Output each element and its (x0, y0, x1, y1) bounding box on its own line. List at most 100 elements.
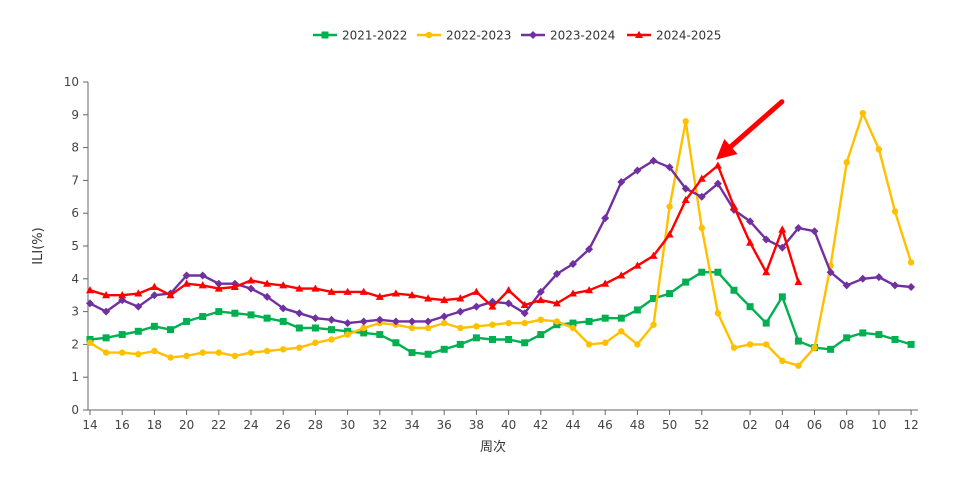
data-point (86, 335, 94, 343)
data-point (602, 339, 609, 346)
y-tick-label: 10 (64, 75, 79, 89)
data-point (408, 324, 416, 332)
data-point (343, 287, 352, 295)
y-tick-label: 7 (71, 173, 79, 187)
data-point (263, 292, 272, 301)
data-point (167, 326, 174, 334)
x-tick-label: 10 (871, 418, 886, 432)
data-point (456, 294, 465, 302)
data-point (569, 260, 577, 269)
x-tick-label: 30 (340, 418, 355, 432)
series-line (89, 271, 912, 356)
x-tick-label: 04 (775, 418, 790, 432)
x-tick-label: 40 (501, 418, 516, 432)
legend-item[interactable]: 2024-2025 (627, 29, 721, 43)
x-tick-label: 44 (565, 418, 580, 432)
series-line (89, 112, 913, 367)
data-point (891, 208, 899, 215)
data-point (488, 302, 497, 310)
data-point (375, 315, 384, 324)
data-point (198, 281, 207, 289)
x-tick-label: 20 (179, 418, 194, 432)
data-point (472, 302, 481, 311)
data-point (843, 159, 850, 166)
data-point (504, 286, 513, 294)
data-point (360, 324, 367, 332)
data-point (713, 179, 722, 188)
data-point (907, 259, 915, 266)
x-tick-label: 26 (276, 418, 291, 432)
data-point (183, 317, 191, 325)
data-point (552, 299, 561, 307)
data-point (214, 284, 223, 292)
legend-item[interactable]: 2023-2024 (521, 29, 615, 43)
x-tick-label: 38 (469, 418, 484, 432)
data-point (489, 335, 496, 343)
data-point (441, 319, 448, 327)
data-point (504, 299, 513, 308)
data-point (585, 245, 594, 254)
data-point (183, 352, 190, 360)
data-point (569, 289, 577, 297)
data-point (86, 286, 94, 294)
series-2021-2022 (86, 268, 915, 358)
data-point (714, 268, 722, 276)
data-point (891, 335, 899, 343)
legend-label: 2023-2024 (550, 29, 615, 43)
data-point (617, 314, 625, 322)
data-point (247, 284, 255, 293)
data-point (666, 290, 674, 298)
data-point (424, 324, 432, 332)
data-point (730, 286, 738, 294)
data-point (102, 307, 111, 316)
data-point (875, 146, 883, 153)
data-point (263, 314, 271, 322)
annotation-arrow-shaft (728, 99, 785, 150)
data-point (231, 352, 239, 360)
data-point (650, 321, 657, 328)
data-point (408, 291, 416, 299)
y-axis: 0 1 2 3 4 5 6 7 8 9 10 (64, 75, 89, 417)
x-tick-label: 34 (404, 418, 419, 432)
data-point (199, 349, 206, 356)
data-point (875, 331, 883, 339)
data-point (569, 319, 577, 327)
data-point (360, 329, 368, 337)
series-2023-2024 (86, 156, 916, 328)
data-point (182, 271, 191, 280)
data-point (633, 166, 642, 175)
data-point (665, 230, 674, 238)
data-point (537, 316, 544, 323)
data-point (134, 302, 143, 311)
legend-label: 2021-2022 (342, 29, 407, 43)
data-point (230, 282, 239, 290)
data-point (440, 295, 449, 304)
y-tick-label: 2 (71, 337, 79, 351)
data-point (601, 279, 610, 287)
data-point (762, 235, 771, 244)
data-point (214, 279, 223, 288)
data-point (424, 294, 433, 302)
data-point (521, 339, 529, 347)
data-point (311, 284, 320, 292)
data-point (328, 336, 335, 343)
data-point (633, 306, 641, 314)
data-point (134, 289, 143, 297)
x-tick-label: 48 (630, 418, 645, 432)
x-tick-label: 14 (82, 418, 97, 432)
data-point (424, 350, 432, 358)
data-point (150, 322, 158, 330)
data-point (472, 287, 481, 295)
series-2022-2023 (86, 109, 915, 369)
data-point (698, 268, 706, 276)
legend-item[interactable]: 2022-2023 (417, 29, 511, 43)
data-point (279, 304, 288, 313)
y-tick-label: 5 (71, 239, 79, 253)
data-point (408, 349, 416, 357)
data-point (634, 341, 641, 348)
legend-item[interactable]: 2021-2022 (313, 29, 407, 43)
y-tick-label: 8 (71, 141, 79, 155)
data-point (778, 225, 787, 233)
data-point (376, 331, 384, 339)
